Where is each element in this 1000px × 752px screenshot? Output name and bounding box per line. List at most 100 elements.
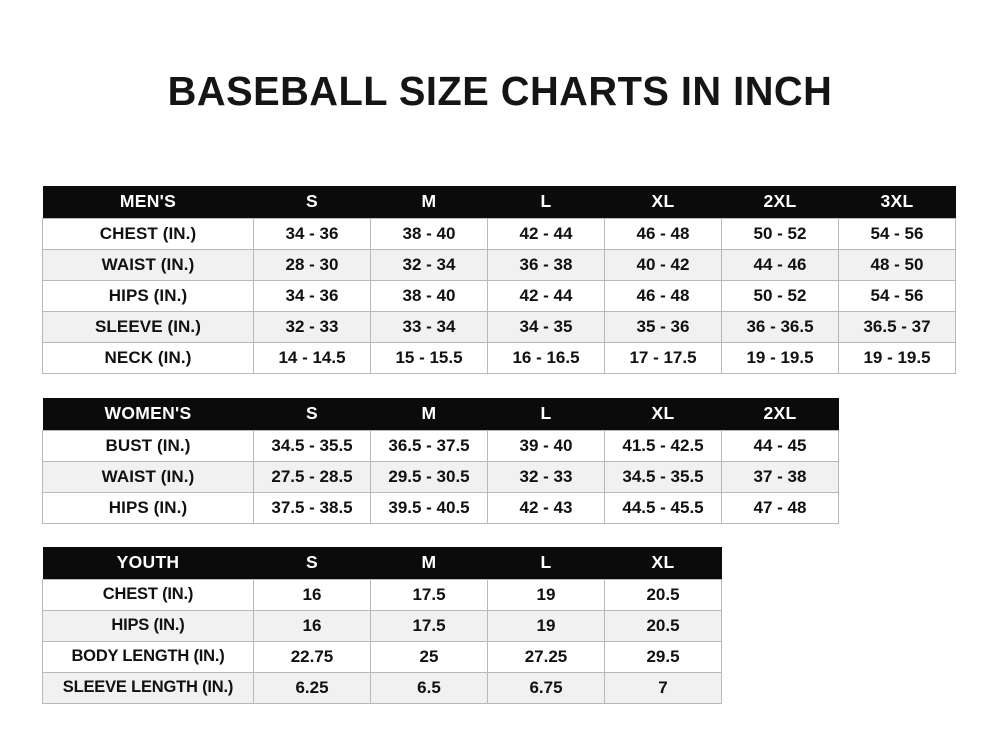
measurement-value: 34.5 - 35.5: [253, 429, 371, 462]
measurement-value: 20.5: [604, 609, 722, 642]
measurement-value: 33 - 34: [370, 310, 488, 343]
page-title: BASEBALL SIZE CHARTS IN INCH: [167, 68, 833, 114]
measurement-value: 29.5: [604, 640, 722, 673]
measurement-value: 34 - 36: [253, 217, 371, 250]
measurement-value: 39 - 40: [487, 429, 605, 462]
size-column-header-s: S: [253, 398, 371, 430]
table-row: HIPS (IN.) 16 17.5 19 20.5: [42, 609, 722, 642]
measurement-value: 6.25: [253, 671, 371, 704]
size-column-header-l: L: [487, 186, 605, 218]
size-column-header-s: S: [253, 547, 371, 579]
table-header-row: MEN'S S M L XL 2XL 3XL: [42, 186, 956, 218]
mens-size-table: MEN'S S M L XL 2XL 3XL CHEST (IN.) 34 - 36 38 - …: [42, 186, 956, 374]
measurement-value: 15 - 15.5: [370, 341, 488, 374]
measurement-value: 19 - 19.5: [721, 341, 839, 374]
size-column-header-3xl: 3XL: [838, 186, 956, 218]
measurement-value: 16 - 16.5: [487, 341, 605, 374]
measurement-value: 47 - 48: [721, 491, 839, 524]
table-header-row: YOUTH S M L XL: [42, 547, 722, 579]
measurement-value: 32 - 34: [370, 248, 488, 281]
measurement-value: 42 - 44: [487, 217, 605, 250]
measurement-value: 40 - 42: [604, 248, 722, 281]
size-column-header-xl: XL: [604, 186, 722, 218]
measurement-value: 54 - 56: [838, 279, 956, 312]
measurement-value: 44 - 45: [721, 429, 839, 462]
measurement-value: 36 - 38: [487, 248, 605, 281]
measurement-value: 36.5 - 37: [838, 310, 956, 343]
measurement-value: 39.5 - 40.5: [370, 491, 488, 524]
measurement-label: HIPS (IN.): [42, 609, 254, 642]
table-row: WAIST (IN.) 27.5 - 28.5 29.5 - 30.5 32 - 33…: [42, 460, 839, 493]
table-header-row: WOMEN'S S M L XL 2XL: [42, 398, 839, 430]
measurement-value: 19: [487, 578, 605, 611]
measurement-label: CHEST (IN.): [42, 578, 254, 611]
mens-table-body: CHEST (IN.) 34 - 36 38 - 40 42 - 44 46 - 48 5…: [42, 217, 956, 374]
measurement-label: BODY LENGTH (IN.): [42, 640, 254, 673]
measurement-value: 44.5 - 45.5: [604, 491, 722, 524]
table-row: HIPS (IN.) 34 - 36 38 - 40 42 - 44 46 - 48 50…: [42, 279, 956, 312]
measurement-value: 46 - 48: [604, 279, 722, 312]
table-category-header: WOMEN'S: [42, 398, 254, 430]
size-column-header-l: L: [487, 398, 605, 430]
measurement-value: 27.25: [487, 640, 605, 673]
measurement-value: 22.75: [253, 640, 371, 673]
table-row: BUST (IN.) 34.5 - 35.5 36.5 - 37.5 39 - 40 4…: [42, 429, 839, 462]
measurement-value: 34.5 - 35.5: [604, 460, 722, 493]
table-row: SLEEVE (IN.) 32 - 33 33 - 34 34 - 35 35 - 36…: [42, 310, 956, 343]
measurement-label: WAIST (IN.): [42, 460, 254, 493]
measurement-value: 17.5: [370, 609, 488, 642]
measurement-value: 46 - 48: [604, 217, 722, 250]
womens-size-table: WOMEN'S S M L XL 2XL BUST (IN.) 34.5 - 35.5 36.…: [42, 398, 839, 524]
measurement-label: HIPS (IN.): [42, 491, 254, 524]
table-row: HIPS (IN.) 37.5 - 38.5 39.5 - 40.5 42 - 43 4…: [42, 491, 839, 524]
measurement-value: 16: [253, 578, 371, 611]
table-row: SLEEVE LENGTH (IN.) 6.25 6.5 6.75 7: [42, 671, 722, 704]
measurement-value: 29.5 - 30.5: [370, 460, 488, 493]
size-column-header-m: M: [370, 186, 488, 218]
measurement-value: 42 - 44: [487, 279, 605, 312]
measurement-label: SLEEVE (IN.): [42, 310, 254, 343]
measurement-label: NECK (IN.): [42, 341, 254, 374]
measurement-label: SLEEVE LENGTH (IN.): [42, 671, 254, 704]
measurement-value: 19 - 19.5: [838, 341, 956, 374]
measurement-value: 38 - 40: [370, 279, 488, 312]
table-row: NECK (IN.) 14 - 14.5 15 - 15.5 16 - 16.5 17 …: [42, 341, 956, 374]
table-category-header: MEN'S: [42, 186, 254, 218]
measurement-value: 41.5 - 42.5: [604, 429, 722, 462]
measurement-value: 6.5: [370, 671, 488, 704]
size-column-header-2xl: 2XL: [721, 398, 839, 430]
size-column-header-xl: XL: [604, 547, 722, 579]
measurement-value: 37 - 38: [721, 460, 839, 493]
womens-table-head: WOMEN'S S M L XL 2XL: [42, 398, 839, 430]
measurement-value: 16: [253, 609, 371, 642]
measurement-value: 44 - 46: [721, 248, 839, 281]
size-column-header-l: L: [487, 547, 605, 579]
table-row: WAIST (IN.) 28 - 30 32 - 34 36 - 38 40 - 42 4…: [42, 248, 956, 281]
size-column-header-m: M: [370, 547, 488, 579]
measurement-value: 28 - 30: [253, 248, 371, 281]
measurement-value: 14 - 14.5: [253, 341, 371, 374]
measurement-value: 42 - 43: [487, 491, 605, 524]
size-column-header-s: S: [253, 186, 371, 218]
measurement-label: WAIST (IN.): [42, 248, 254, 281]
measurement-label: HIPS (IN.): [42, 279, 254, 312]
size-column-header-m: M: [370, 398, 488, 430]
size-column-header-2xl: 2XL: [721, 186, 839, 218]
measurement-value: 20.5: [604, 578, 722, 611]
measurement-value: 36 - 36.5: [721, 310, 839, 343]
measurement-value: 6.75: [487, 671, 605, 704]
measurement-value: 34 - 36: [253, 279, 371, 312]
measurement-value: 37.5 - 38.5: [253, 491, 371, 524]
measurement-value: 50 - 52: [721, 217, 839, 250]
measurement-value: 48 - 50: [838, 248, 956, 281]
measurement-value: 50 - 52: [721, 279, 839, 312]
measurement-label: BUST (IN.): [42, 429, 254, 462]
measurement-value: 25: [370, 640, 488, 673]
measurement-value: 54 - 56: [838, 217, 956, 250]
youth-table-head: YOUTH S M L XL: [42, 547, 722, 579]
measurement-value: 32 - 33: [487, 460, 605, 493]
youth-size-table: YOUTH S M L XL CHEST (IN.) 16 17.5 19 20.5 HIPS (…: [42, 547, 722, 704]
size-column-header-xl: XL: [604, 398, 722, 430]
measurement-value: 36.5 - 37.5: [370, 429, 488, 462]
